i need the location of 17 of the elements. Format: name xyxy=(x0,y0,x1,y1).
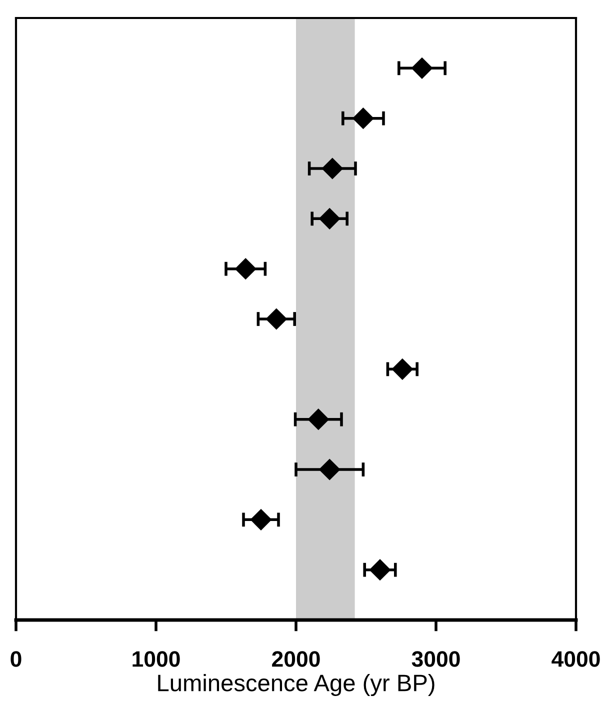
point xyxy=(319,208,340,230)
x-tick-label: 1000 xyxy=(132,651,180,667)
point xyxy=(319,458,340,480)
x-tick-label: 0 xyxy=(10,651,22,667)
x-tick-label: 4000 xyxy=(552,651,600,667)
x-tick-label: 3000 xyxy=(412,651,460,667)
point xyxy=(411,58,433,79)
point xyxy=(352,108,374,129)
point xyxy=(266,308,287,330)
point xyxy=(235,258,256,280)
point xyxy=(308,408,329,430)
point xyxy=(369,559,391,580)
point xyxy=(392,358,413,380)
x-axis-title: Luminescence Age (yr BP) xyxy=(158,674,434,696)
point xyxy=(250,509,272,530)
point xyxy=(322,158,343,180)
x-tick-label: 2000 xyxy=(272,651,320,667)
